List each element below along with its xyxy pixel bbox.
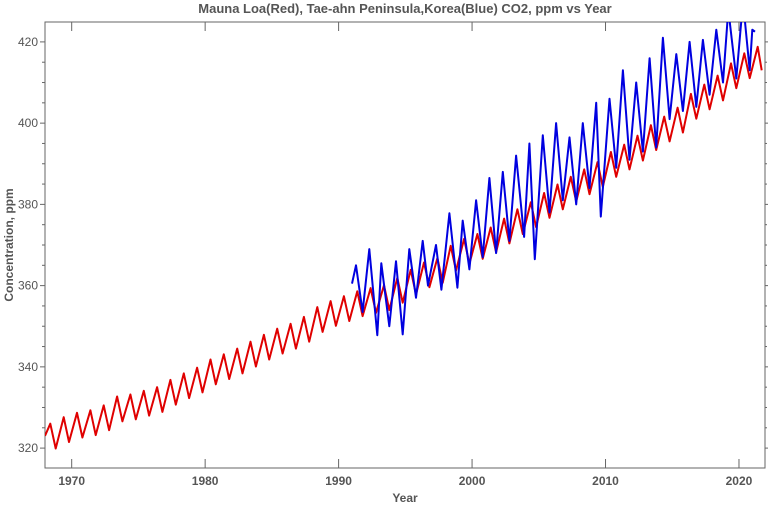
tae-ahn-series-line [351, 22, 756, 337]
chart-title: Mauna Loa(Red), Tae-ahn Peninsula,Korea(… [198, 1, 611, 16]
x-tick-label: 2020 [726, 474, 753, 488]
x-tick-label: 2010 [592, 474, 619, 488]
y-tick-label: 360 [18, 279, 38, 293]
x-tick-label: 1990 [325, 474, 352, 488]
y-tick-label: 420 [18, 35, 38, 49]
x-axis-label: Year [392, 491, 418, 505]
y-axis-label: Concentration, ppm [2, 188, 16, 301]
y-tick-label: 320 [18, 441, 38, 455]
x-tick-label: 1980 [192, 474, 219, 488]
x-tick-label: 1970 [58, 474, 85, 488]
y-tick-label: 400 [18, 116, 38, 130]
y-tick-label: 380 [18, 197, 38, 211]
y-tick-label: 340 [18, 360, 38, 374]
x-tick-label: 2000 [459, 474, 486, 488]
mauna-loa-series-line [45, 45, 763, 450]
